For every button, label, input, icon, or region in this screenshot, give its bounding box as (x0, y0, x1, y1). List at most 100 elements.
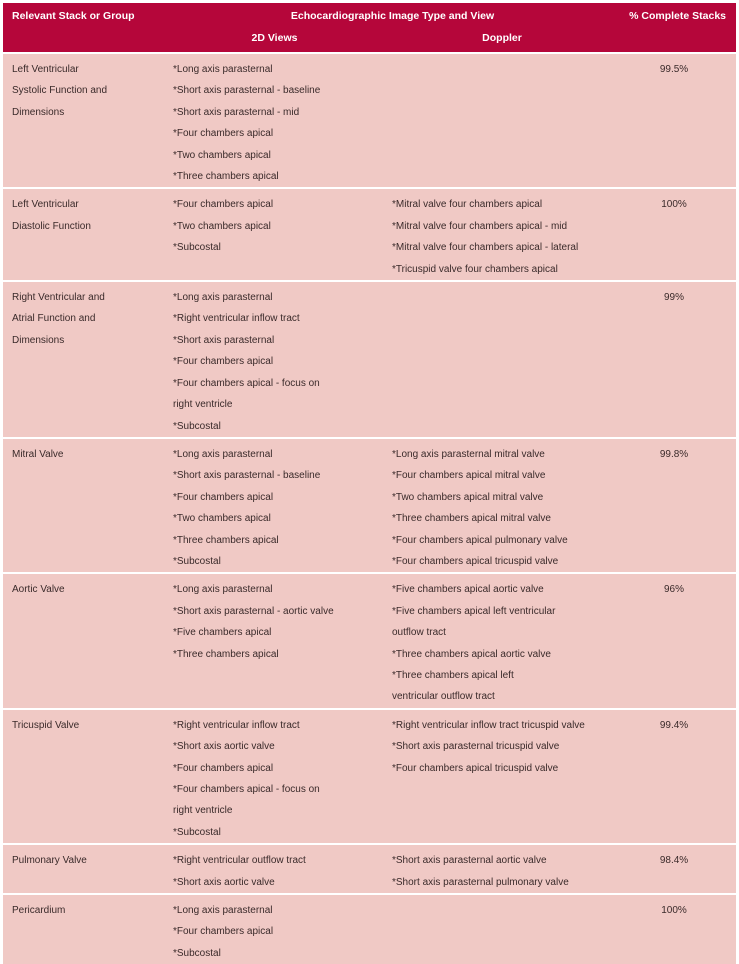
doppler-line: *Mitral valve four chambers apical - lat… (392, 242, 579, 254)
doppler-line: *Three chambers apical left (392, 669, 514, 681)
views-2d-line: *Two chambers apical (173, 513, 271, 525)
views-2d-line: *Four chambers apical (173, 926, 274, 938)
table-row: Aortic Valve *Long axis parasternal *Short… (3, 572, 737, 709)
views-2d-line: *Three chambers apical (173, 171, 279, 183)
doppler-line: ventricular outflow tract (392, 691, 495, 703)
views-2d-cell: *Right ventricular inflow tract *Short ax… (165, 707, 384, 845)
views-2d-cell: *Long axis parasternal *Short axis parast… (165, 572, 384, 709)
doppler-cell: *Right ventricular inflow tract tricuspi… (384, 707, 621, 845)
views-2d-line: right ventricle (173, 805, 233, 817)
views-2d-line: *Short axis parasternal - baseline (173, 470, 321, 482)
doppler-line: *Long axis parasternal mitral valve (392, 448, 545, 460)
views-2d-cell: *Long axis parasternal *Right ventricular… (165, 280, 384, 438)
complete-value: 98.4% (659, 855, 689, 867)
views-2d-line: *Short axis aortic valve (173, 876, 275, 888)
views-2d-line: *Four chambers apical - focus on (173, 377, 320, 389)
group-cell: Left Ventricular Systolic Function and Dim… (3, 51, 165, 189)
views-2d-line: *Four chambers apical (173, 199, 274, 211)
doppler-cell (384, 51, 621, 189)
header-blank (3, 30, 165, 53)
header-blank-right (620, 30, 737, 53)
doppler-line: *Mitral valve four chambers apical (392, 199, 543, 211)
table-row: Tricuspid Valve *Right ventricular inflow… (3, 707, 737, 845)
group-line: Left Ventricular (12, 199, 79, 211)
doppler-line: *Four chambers apical tricuspid valve (392, 762, 559, 774)
doppler-line: *Tricuspid valve four chambers apical (392, 263, 558, 275)
complete-cell: 96% (620, 572, 737, 709)
views-2d-line: *Two chambers apical (173, 220, 271, 232)
doppler-line: *Three chambers apical aortic valve (392, 648, 551, 660)
doppler-line: *Four chambers apical mitral valve (392, 470, 546, 482)
group-cell: Pulmonary Valve (3, 843, 165, 895)
views-2d-line: right ventricle (173, 399, 233, 411)
views-2d-line: *Five chambers apical (173, 627, 272, 639)
complete-cell: 99.8% (620, 436, 737, 574)
doppler-line: *Two chambers apical mitral valve (392, 491, 544, 503)
header-image-type: Echocardiographic Image Type and View (165, 3, 621, 30)
doppler-line: *Right ventricular inflow tract tricuspi… (392, 719, 585, 731)
group-line: Dimensions (12, 106, 65, 118)
views-2d-cell: *Long axis parasternal *Four chambers api… (165, 893, 384, 964)
table-row: Pulmonary Valve *Right ventricular outflo… (3, 843, 737, 895)
views-2d-line: *Long axis parasternal (173, 448, 273, 460)
views-2d-cell: *Right ventricular outflow tract *Short a… (165, 843, 384, 895)
table-row: Right Ventricular and Atrial Function and… (3, 280, 737, 438)
views-2d-line: *Subcostal (173, 420, 221, 432)
views-2d-line: *Three chambers apical (173, 648, 279, 660)
table-header: Relevant Stack or Group Echocardiographi… (3, 3, 737, 53)
doppler-line: *Short axis parasternal pulmonary valve (392, 876, 569, 888)
complete-value: 99.8% (659, 448, 689, 460)
group-cell: Pericardium (3, 893, 165, 964)
doppler-cell (384, 280, 621, 438)
table-row: Left Ventricular Diastolic Function *Four … (3, 187, 737, 282)
group-cell: Right Ventricular and Atrial Function and… (3, 280, 165, 438)
doppler-line: *Short axis parasternal aortic valve (392, 855, 547, 867)
views-2d-line: *Short axis parasternal - baseline (173, 85, 321, 97)
complete-cell: 99.4% (620, 707, 737, 845)
views-2d-line: *Short axis aortic valve (173, 741, 275, 753)
views-2d-line: *Long axis parasternal (173, 584, 273, 596)
views-2d-line: *Four chambers apical (173, 762, 274, 774)
group-line: Aortic Valve (12, 584, 65, 596)
header-complete: % Complete Stacks (620, 3, 737, 30)
doppler-line: *Mitral valve four chambers apical - mid (392, 220, 568, 232)
complete-cell: 98.4% (620, 843, 737, 895)
complete-value: 100% (661, 905, 687, 917)
views-2d-line: *Four chambers apical (173, 356, 274, 368)
group-line: Right Ventricular and (12, 292, 105, 304)
group-line: Mitral Valve (12, 448, 64, 460)
views-2d-line: *Four chambers apical (173, 491, 274, 503)
table-row: Mitral Valve *Long axis parasternal *Short… (3, 436, 737, 574)
group-cell: Left Ventricular Diastolic Function (3, 187, 165, 282)
complete-value: 100% (661, 199, 687, 211)
complete-value: 99% (664, 292, 685, 304)
doppler-line: *Short axis parasternal tricuspid valve (392, 741, 560, 753)
doppler-line: *Four chambers apical pulmonary valve (392, 534, 568, 546)
group-line: Tricuspid Valve (12, 719, 80, 731)
table-row: Left Ventricular Systolic Function and Dim… (3, 51, 737, 189)
group-cell: Tricuspid Valve (3, 707, 165, 845)
header-group: Relevant Stack or Group (3, 3, 165, 30)
echo-stacks-table: Relevant Stack or Group Echocardiographi… (3, 3, 737, 964)
complete-value: 99.4% (659, 719, 689, 731)
views-2d-line: *Four chambers apical (173, 128, 274, 140)
views-2d-line: *Subcostal (173, 826, 221, 838)
group-line: Atrial Function and (12, 313, 96, 325)
group-line: Systolic Function and (12, 85, 108, 97)
doppler-cell: *Five chambers apical aortic valve *Five … (384, 572, 621, 709)
complete-cell: 100% (620, 893, 737, 964)
doppler-line: *Three chambers apical mitral valve (392, 513, 551, 525)
doppler-line: *Five chambers apical aortic valve (392, 584, 544, 596)
group-line: Pulmonary Valve (12, 855, 87, 867)
group-cell: Aortic Valve (3, 572, 165, 709)
views-2d-line: *Long axis parasternal (173, 292, 273, 304)
group-line: Diastolic Function (12, 220, 91, 232)
views-2d-line: *Right ventricular inflow tract (173, 313, 300, 325)
views-2d-line: *Short axis parasternal - mid (173, 106, 300, 118)
complete-cell: 99% (620, 280, 737, 438)
group-line: Dimensions (12, 334, 65, 346)
table-row: Pericardium *Long axis parasternal *Four c… (3, 893, 737, 964)
views-2d-cell: *Four chambers apical *Two chambers apica… (165, 187, 384, 282)
views-2d-line: *Subcostal (173, 555, 221, 567)
table-body: Left Ventricular Systolic Function and Dim… (3, 51, 737, 964)
